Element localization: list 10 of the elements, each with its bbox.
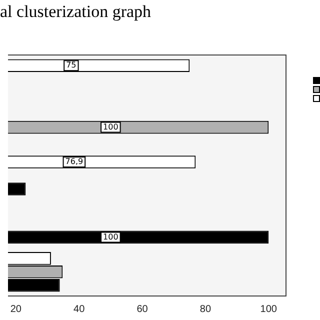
x-tick-label: 20 [10,304,22,315]
data-label: 75 [66,60,76,70]
data-label: 100 [103,232,118,242]
x-tick-label: 60 [136,304,148,315]
x-tick-label: 80 [200,304,212,315]
data-label: 76,9 [65,157,84,166]
data-label: 100 [103,122,118,132]
chart-title: al clusterization graph [0,2,152,22]
x-tick-label: 100 [260,304,278,315]
x-tick-label: 40 [74,304,86,315]
